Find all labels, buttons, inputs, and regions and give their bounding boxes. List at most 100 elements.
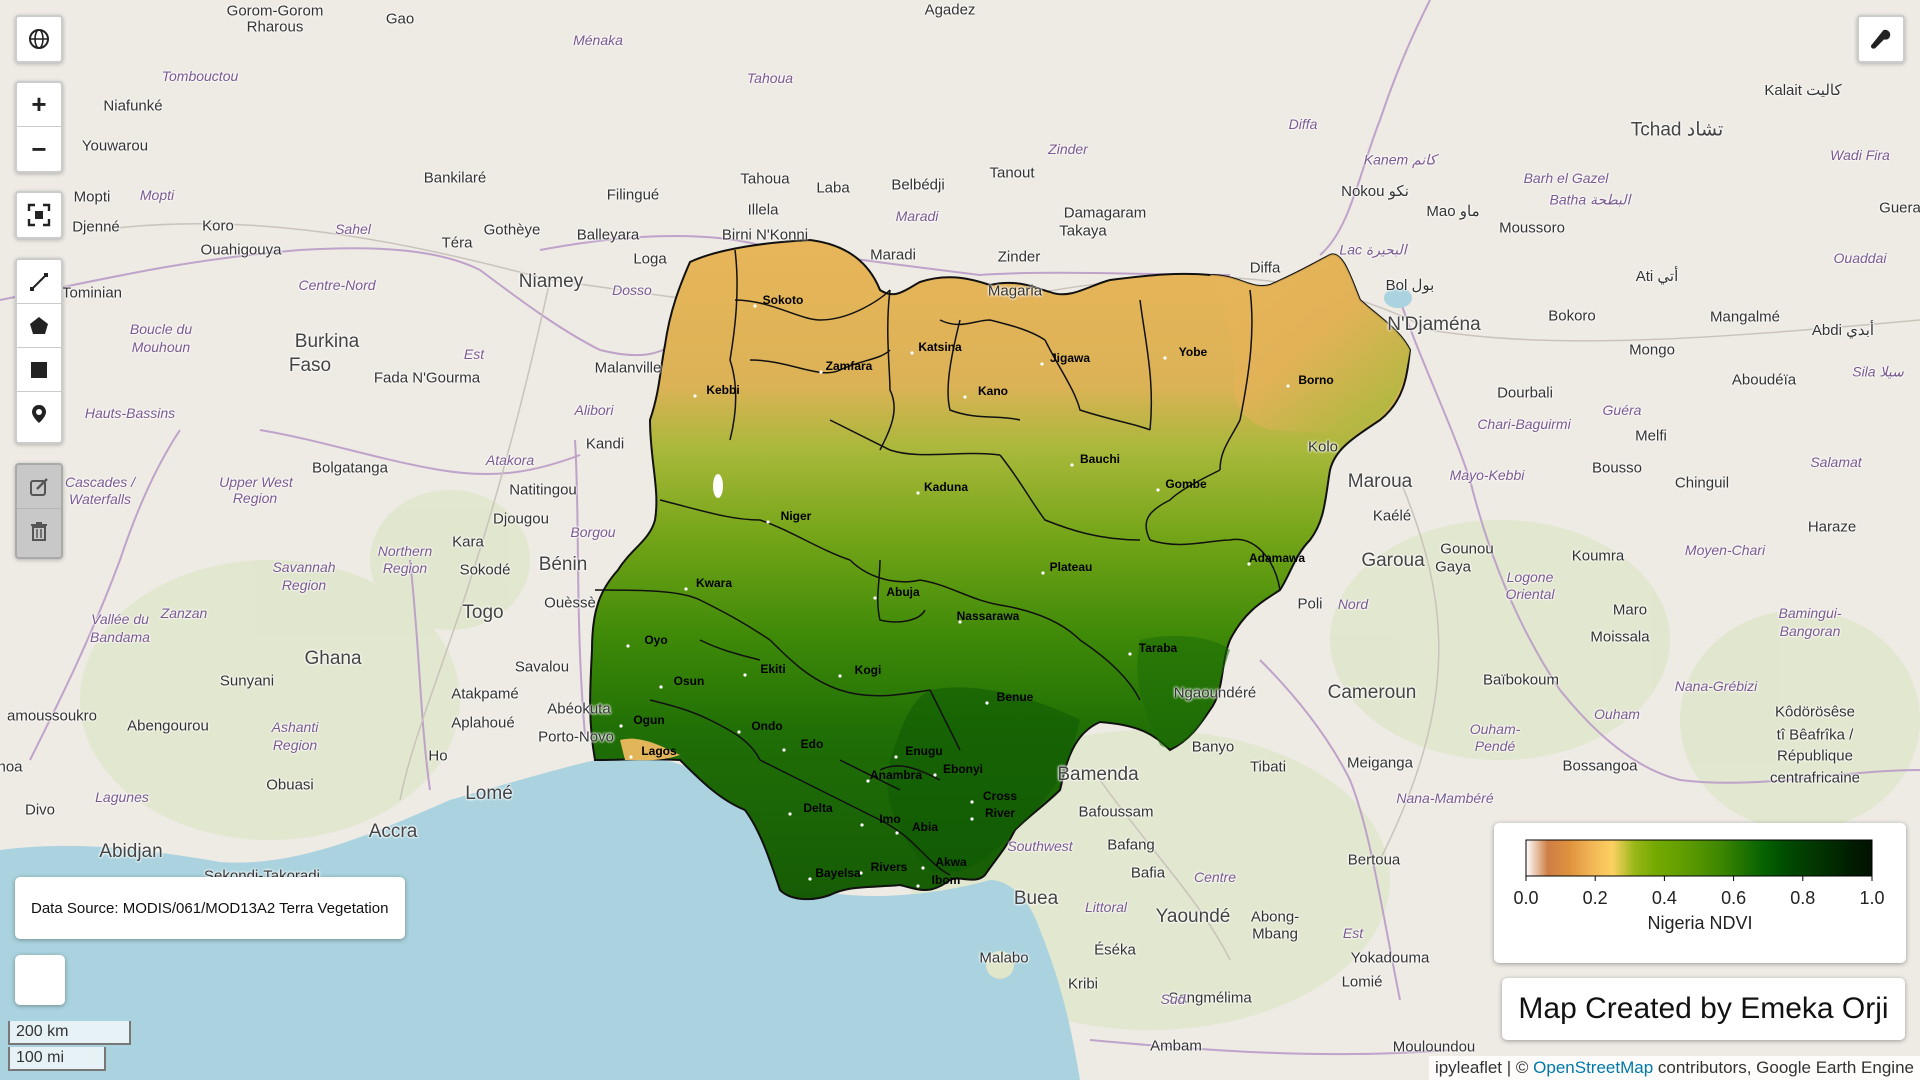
state-label: Imo	[879, 812, 901, 826]
empty-widget[interactable]	[15, 955, 65, 1005]
delete-layers-button[interactable]	[17, 509, 61, 553]
draw-rectangle-button[interactable]	[17, 348, 61, 392]
place-label: Bénin	[538, 554, 588, 575]
state-label: Cross	[982, 789, 1018, 803]
osm-link[interactable]: OpenStreetMap	[1533, 1058, 1654, 1077]
place-label: Bankilaré	[423, 169, 487, 187]
place-label: Melfi	[1635, 427, 1667, 445]
place-label: Bandama	[90, 629, 150, 645]
fullscreen-button[interactable]	[17, 193, 61, 237]
place-label: Ouahigouya	[200, 241, 282, 259]
place-label: Téra	[441, 234, 473, 252]
zoom-out-button[interactable]: −	[17, 127, 61, 171]
state-label: Ogun	[633, 713, 665, 727]
place-label: Maradi	[895, 208, 939, 224]
place-label: Tahoua	[740, 170, 790, 188]
draw-marker-button[interactable]	[17, 392, 61, 436]
place-label: Abidjan	[99, 841, 163, 862]
place-label: Atakpamé	[451, 685, 519, 703]
state-label: Taraba	[1138, 641, 1178, 655]
place-label: Moyen-Chari	[1684, 542, 1766, 558]
place-label: Abdi أبدي	[1811, 322, 1875, 339]
place-label: Ashanti	[271, 719, 319, 735]
place-label: Koro	[202, 217, 234, 235]
place-label: Chinguil	[1674, 474, 1730, 492]
place-label: Yaoundé	[1155, 906, 1231, 927]
place-label: Maroua	[1347, 471, 1413, 492]
place-label: Wadi Fira	[1830, 147, 1890, 163]
edit-layers-button[interactable]	[17, 465, 61, 509]
state-label: Nassarawa	[956, 609, 1020, 623]
state-label: Gombe	[1165, 477, 1207, 491]
state-label: Edo	[800, 737, 824, 751]
place-label: Éséka	[1094, 941, 1136, 959]
place-label: Bol بول	[1385, 277, 1435, 294]
state-capital-dot	[819, 370, 823, 374]
place-label: Gaya	[1435, 558, 1471, 576]
state-capital-dot	[916, 884, 920, 888]
state-label: Bauchi	[1079, 452, 1121, 466]
place-label: Tibati	[1249, 758, 1287, 776]
zoom-in-icon: +	[31, 89, 47, 119]
state-label: Bayelsa	[815, 866, 861, 880]
place-label: Fada N'Gourma	[373, 369, 481, 387]
place-label: Bafia	[1130, 864, 1166, 882]
state-capital-dot	[910, 351, 914, 355]
place-label: Niafunké	[103, 97, 163, 115]
place-label: Abéokuta	[547, 700, 611, 718]
place-label: Tchad تشاد	[1630, 119, 1724, 141]
state-capital-dot	[958, 620, 962, 624]
place-label: Alibori	[574, 402, 614, 418]
place-label: Sangmélima	[1168, 989, 1252, 1007]
place-label: Vallée du	[91, 611, 149, 627]
zoom-control: + −	[15, 81, 63, 173]
place-label: Kôdörösêse	[1774, 703, 1856, 721]
state-capital-dot	[1128, 652, 1132, 656]
place-label: Oriental	[1505, 586, 1555, 602]
place-label: Gao	[385, 10, 415, 28]
draw-polygon-button[interactable]	[17, 304, 61, 348]
place-label: Nana-Grébizi	[1674, 678, 1758, 694]
layers-control[interactable]	[15, 15, 63, 63]
state-capital-dot	[894, 755, 898, 759]
place-label: Garoua	[1361, 550, 1425, 571]
state-label: Kebbi	[706, 383, 740, 397]
state-capital-dot	[753, 304, 757, 308]
state-boundaries	[594, 249, 1281, 876]
place-label: Sila سيلا	[1852, 363, 1904, 380]
legend-tick-label: 0.2	[1583, 888, 1608, 908]
state-label: Abia	[911, 820, 939, 834]
zoom-in-button[interactable]: +	[17, 83, 61, 127]
wrench-icon[interactable]	[1859, 17, 1903, 61]
place-label: Tahoua	[746, 70, 794, 86]
place-label: Kalait كاليت	[1764, 82, 1842, 99]
place-label: Mangalmé	[1709, 308, 1781, 326]
place-label: Mouloundou	[1392, 1038, 1476, 1056]
place-label: Nord	[1337, 596, 1369, 612]
place-label: Poli	[1297, 595, 1323, 613]
place-label: Moissala	[1590, 628, 1650, 646]
place-label: Burkina	[294, 331, 360, 352]
place-label: Illela	[747, 201, 779, 219]
edit-layers-icon	[30, 477, 48, 496]
state-label: Yobe	[1178, 345, 1208, 359]
place-label: Mayo-Kebbi	[1449, 467, 1525, 483]
place-label: Bousso	[1591, 459, 1643, 477]
place-label: Gorom-Gorom	[226, 2, 324, 20]
place-label: Zinder	[997, 248, 1041, 266]
zoom-out-icon: −	[31, 133, 47, 164]
credit-panel: Map Created by Emeka Orji	[1502, 978, 1905, 1040]
kainji-lake	[713, 474, 723, 498]
draw-polyline-button[interactable]	[17, 260, 61, 304]
place-label: Mbang	[1252, 925, 1298, 943]
state-label: Benue	[996, 690, 1034, 704]
state-capital-dot	[788, 812, 792, 816]
place-label: Rharous	[246, 18, 304, 36]
place-label: Region	[272, 737, 318, 753]
place-label: Maradi	[870, 246, 916, 264]
state-label: Ebonyi	[942, 762, 984, 776]
state-capital-dot	[1040, 362, 1044, 366]
globe-icon[interactable]	[17, 17, 61, 61]
place-label: Natitingou	[509, 481, 577, 499]
settings-control[interactable]	[1857, 15, 1905, 63]
